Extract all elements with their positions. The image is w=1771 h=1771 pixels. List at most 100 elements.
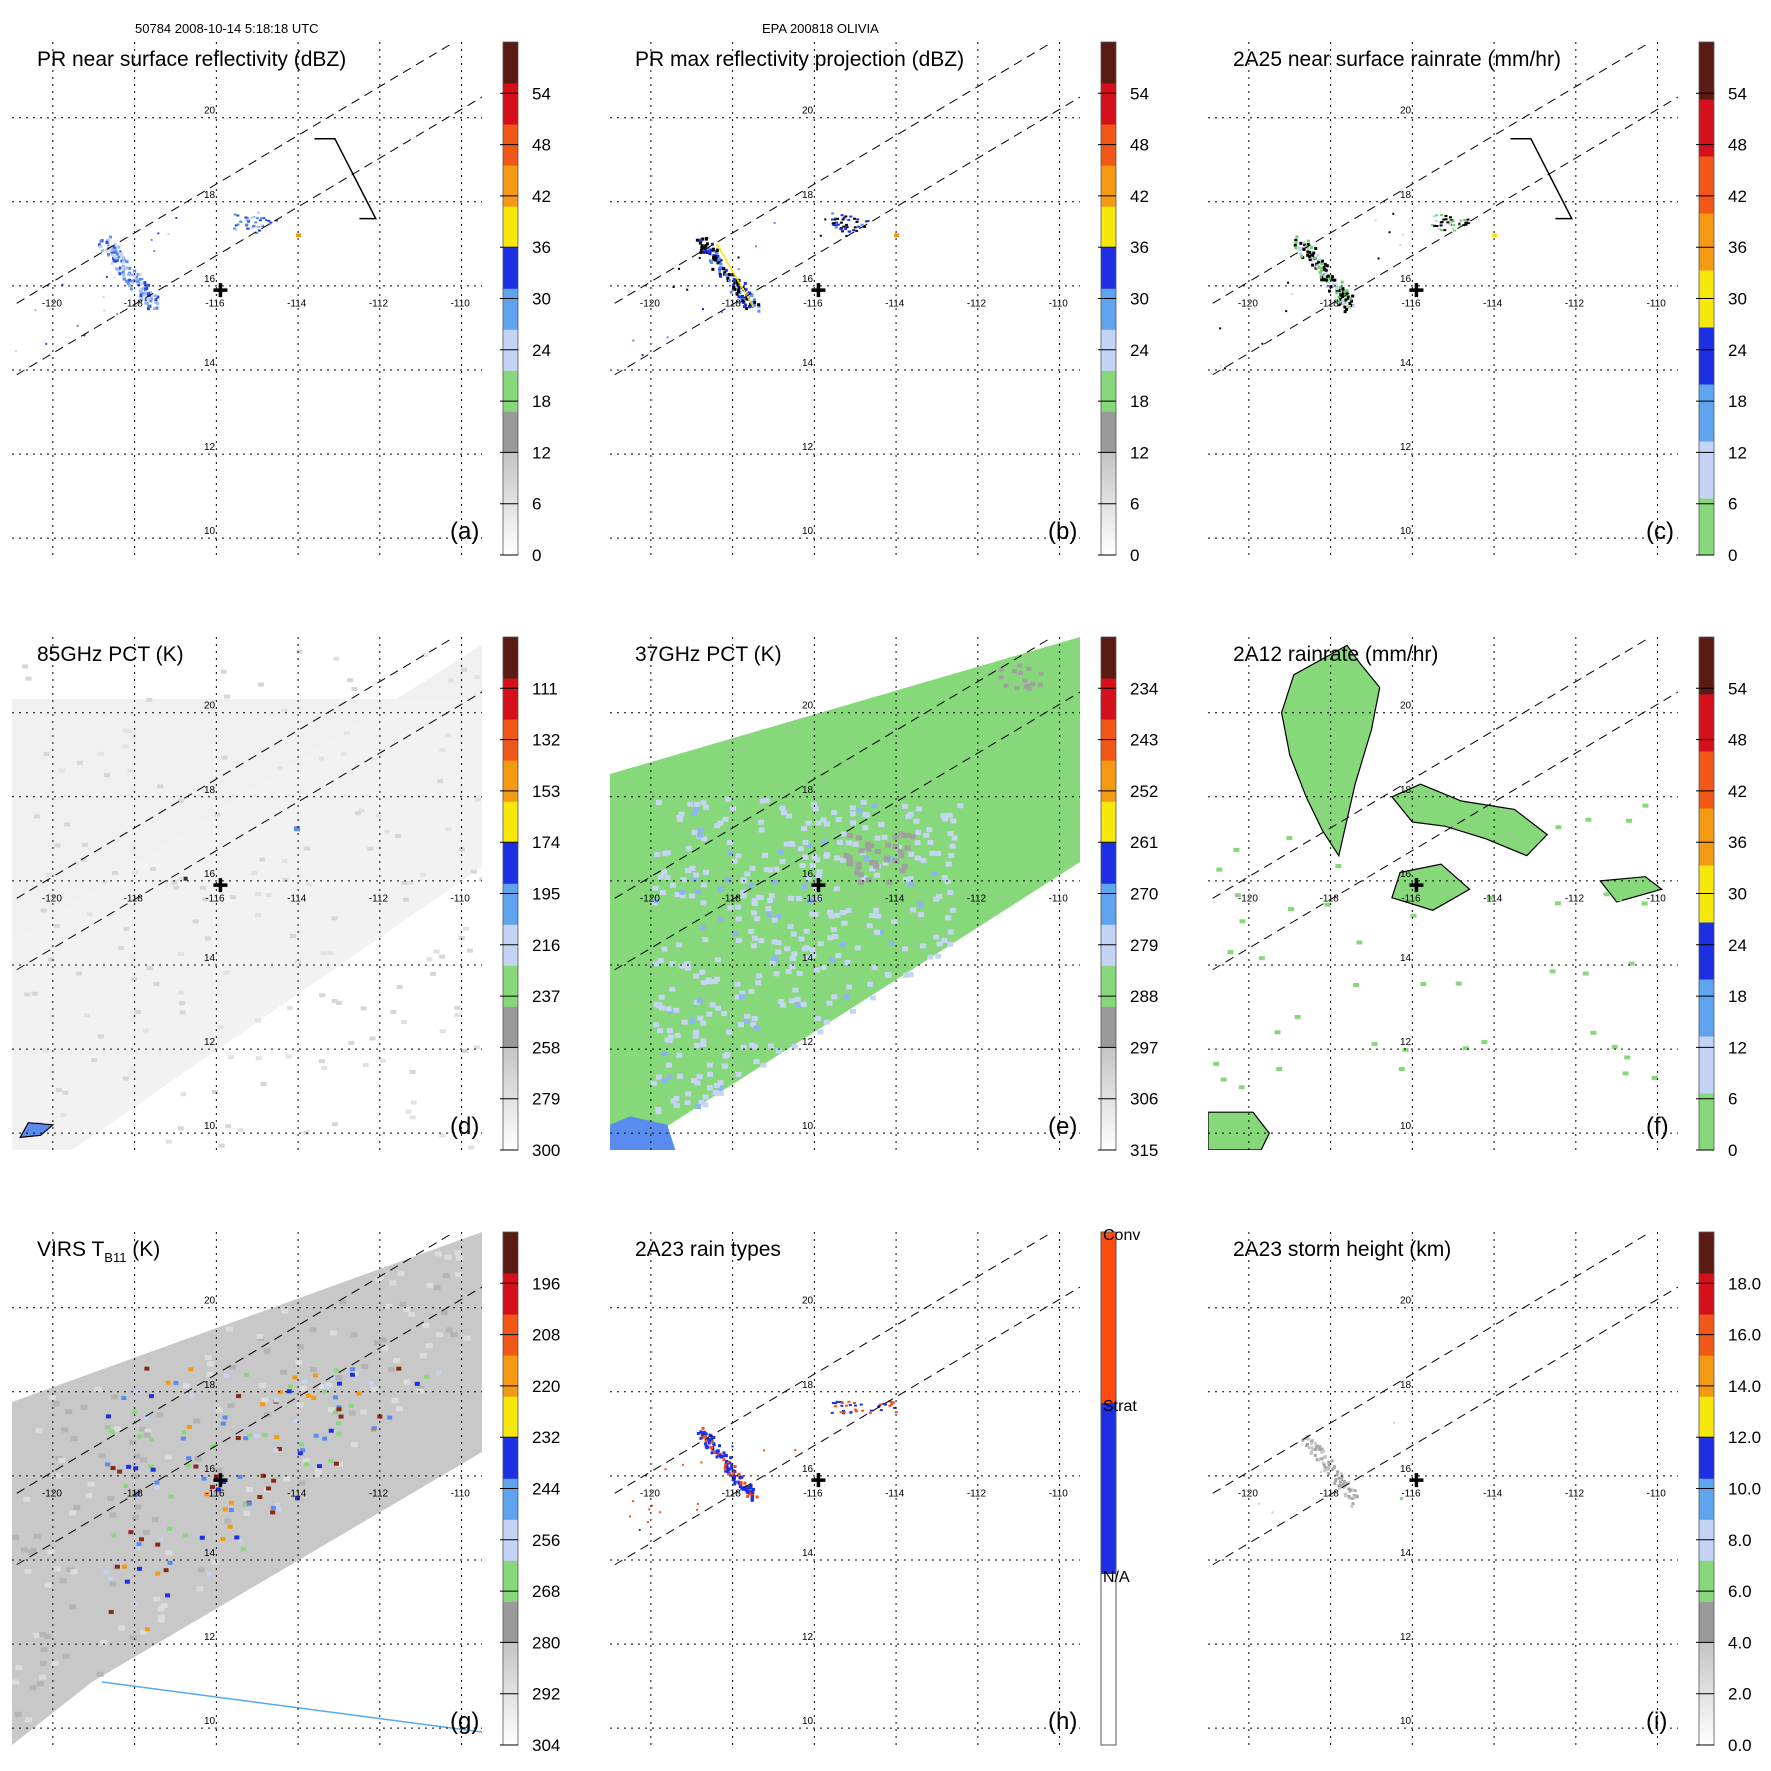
data-cell [433,949,440,954]
data-cell [738,1022,745,1028]
data-cell [1037,682,1043,687]
data-cell [674,1033,681,1039]
colorbar-segment [1101,206,1116,248]
data-cell [390,1009,397,1014]
data-cell [723,1467,727,1471]
data-cell [779,805,786,811]
data-cell [861,1409,865,1412]
data-cell [1339,1479,1343,1483]
data-cell [333,1461,339,1466]
data-cell [134,1492,140,1497]
colorbar-segment [1101,965,1116,1007]
data-cell [1335,863,1342,868]
swath-edge [1208,691,1678,974]
data-cell [1304,1436,1308,1440]
colorbar-label: 54 [532,84,551,103]
colorbar-segment [503,1560,518,1602]
data-cell [950,818,957,824]
data-cell [127,273,131,277]
data-cell [243,1372,249,1377]
data-cell [1328,1437,1331,1440]
colorbar-label: 54 [1130,84,1149,103]
data-cell [178,876,185,881]
data-cell [250,216,254,219]
data-cell [102,296,105,299]
data-cell [661,1051,668,1057]
data-cell [150,867,157,872]
data-cell [742,1487,746,1491]
data-cell [743,1481,747,1485]
data-cell [1271,1511,1274,1514]
data-cell [754,916,761,922]
data-cell [838,1400,842,1403]
data-cell [421,653,428,658]
data-cell [1352,304,1356,308]
colorbar-label: 268 [532,1582,560,1601]
data-cell [846,840,853,846]
data-cell [225,1124,232,1129]
data-cell [853,217,856,220]
data-cell [848,218,851,221]
data-cell [246,227,250,230]
data-cell [777,849,784,855]
data-cell [714,1091,721,1097]
data-cell [1319,275,1323,279]
data-cell [1448,218,1452,221]
data-cell [134,1504,142,1510]
data-cell [355,811,362,816]
data-cell [768,892,775,898]
data-cell [886,879,893,885]
data-cell [703,804,710,810]
data-cell [695,238,699,242]
data-cell [335,1461,343,1467]
data-cell [113,255,117,259]
colorbar-label: 24 [1728,341,1747,360]
data-cell [719,262,723,266]
data-cell [857,872,864,878]
data-cell [669,986,676,992]
data-cell [941,874,948,880]
data-cell [696,1431,700,1435]
swath-edge [12,42,456,307]
data-cell [228,1054,235,1059]
data-cell [60,1113,67,1118]
data-cell [836,217,840,220]
colorbar-label: 12 [1728,1038,1747,1057]
data-cell [726,1469,730,1473]
data-cell [1348,302,1352,306]
data-cell [236,1394,242,1399]
data-cell [681,1019,688,1025]
colorbar-segment [1699,1093,1714,1151]
data-cell [742,305,746,309]
data-cell [125,279,129,283]
x-tick-label: -112 [369,1488,389,1499]
data-cell [712,257,716,261]
data-cell [647,1521,650,1524]
data-cell [730,1474,734,1478]
data-cell [652,961,659,967]
colorbar-label: 18 [1728,392,1747,411]
colorbar-segment [1101,678,1116,720]
data-cell [152,307,156,311]
data-cell [863,812,870,818]
data-cell [1420,982,1427,987]
data-cell [156,301,160,305]
data-cell [234,224,238,227]
data-cell [107,1576,113,1581]
data-cell [183,1533,189,1538]
data-cell [728,1461,732,1465]
data-cell [1325,264,1329,268]
data-cell [746,1486,750,1490]
y-tick-label: 20 [204,1296,216,1307]
data-cell [1311,258,1315,262]
data-cell [714,255,718,259]
data-cell [773,971,780,977]
data-cell [1341,292,1345,296]
data-cell [835,1400,839,1403]
data-cell [303,1458,311,1464]
data-cell [1331,1467,1335,1471]
data-cell [133,1466,139,1471]
data-cell [157,1614,165,1620]
data-cell [1339,1472,1343,1476]
data-cell [1339,297,1343,301]
